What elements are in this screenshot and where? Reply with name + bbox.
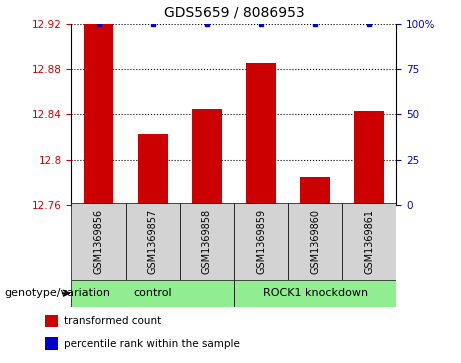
Bar — [45, 315, 59, 327]
Text: GSM1369859: GSM1369859 — [256, 209, 266, 274]
Text: GSM1369858: GSM1369858 — [202, 209, 212, 274]
Text: genotype/variation: genotype/variation — [5, 288, 111, 298]
Bar — [125, 203, 180, 280]
Bar — [234, 203, 288, 280]
Bar — [180, 203, 234, 280]
Bar — [71, 203, 125, 280]
Bar — [138, 134, 168, 205]
Text: transformed count: transformed count — [65, 316, 161, 326]
Text: percentile rank within the sample: percentile rank within the sample — [65, 339, 240, 348]
Text: control: control — [133, 288, 172, 298]
Title: GDS5659 / 8086953: GDS5659 / 8086953 — [164, 6, 304, 20]
Bar — [71, 280, 234, 307]
Text: GSM1369857: GSM1369857 — [148, 209, 158, 274]
Text: GSM1369861: GSM1369861 — [364, 209, 374, 274]
Bar — [288, 203, 342, 280]
Bar — [192, 109, 222, 205]
Bar — [355, 111, 384, 205]
Bar — [45, 338, 59, 350]
Text: ROCK1 knockdown: ROCK1 knockdown — [263, 288, 368, 298]
Bar — [246, 63, 276, 205]
Text: GSM1369856: GSM1369856 — [94, 209, 104, 274]
Bar — [300, 177, 330, 205]
Bar — [234, 280, 396, 307]
Bar — [342, 203, 396, 280]
Text: GSM1369860: GSM1369860 — [310, 209, 320, 274]
Bar — [83, 23, 113, 205]
